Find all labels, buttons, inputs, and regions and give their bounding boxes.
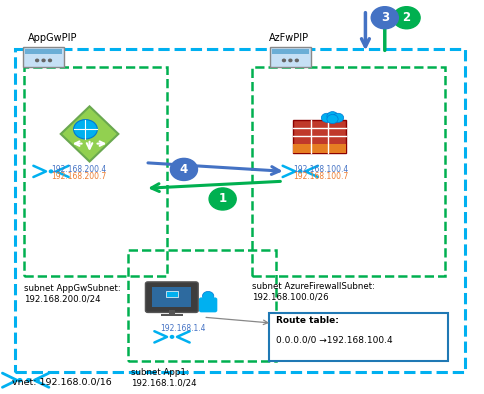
Circle shape <box>170 336 174 338</box>
Circle shape <box>202 292 214 301</box>
Circle shape <box>18 379 22 382</box>
Circle shape <box>170 158 197 180</box>
FancyBboxPatch shape <box>161 314 182 316</box>
Text: 192.168.200.7: 192.168.200.7 <box>51 172 106 181</box>
FancyBboxPatch shape <box>272 49 309 54</box>
Circle shape <box>289 59 292 61</box>
FancyBboxPatch shape <box>293 144 346 153</box>
Circle shape <box>35 379 39 382</box>
Text: 1: 1 <box>219 193 227 205</box>
Circle shape <box>321 113 333 123</box>
FancyBboxPatch shape <box>293 120 346 153</box>
Circle shape <box>283 59 286 61</box>
Circle shape <box>333 113 344 123</box>
Text: 192.168.200.4: 192.168.200.4 <box>51 165 106 174</box>
Text: 192.168.100.7: 192.168.100.7 <box>293 172 348 181</box>
Text: Route table:: Route table: <box>276 316 339 325</box>
Circle shape <box>393 7 420 29</box>
Circle shape <box>295 59 298 61</box>
FancyBboxPatch shape <box>199 297 217 312</box>
Circle shape <box>371 7 398 29</box>
Text: subnet AzureFirewallSubnet:
192.168.100.0/26: subnet AzureFirewallSubnet: 192.168.100.… <box>252 282 375 301</box>
Circle shape <box>36 59 39 61</box>
Circle shape <box>49 170 53 173</box>
Polygon shape <box>61 106 118 162</box>
Text: subnet App1:
192.168.1.0/24: subnet App1: 192.168.1.0/24 <box>131 368 197 388</box>
Circle shape <box>48 59 51 61</box>
Text: 192.168.100.4: 192.168.100.4 <box>293 165 348 174</box>
Text: 4: 4 <box>180 163 188 176</box>
Text: subnet AppGwSubnet:
192.168.200.0/24: subnet AppGwSubnet: 192.168.200.0/24 <box>24 284 121 303</box>
Circle shape <box>74 120 97 139</box>
FancyBboxPatch shape <box>23 47 64 67</box>
Circle shape <box>42 59 45 61</box>
FancyBboxPatch shape <box>269 313 448 361</box>
Text: 3: 3 <box>381 11 389 24</box>
Text: 0.0.0.0/0 →192.168.100.4: 0.0.0.0/0 →192.168.100.4 <box>276 335 393 344</box>
Text: vnet: 192.168.0.0/16: vnet: 192.168.0.0/16 <box>12 377 112 386</box>
FancyBboxPatch shape <box>25 49 62 54</box>
FancyBboxPatch shape <box>146 282 198 312</box>
Circle shape <box>27 379 30 382</box>
FancyBboxPatch shape <box>270 47 311 67</box>
Text: AppGwPIP: AppGwPIP <box>28 33 77 43</box>
FancyBboxPatch shape <box>168 310 175 315</box>
FancyBboxPatch shape <box>152 286 192 307</box>
Circle shape <box>327 112 338 121</box>
Polygon shape <box>166 291 178 297</box>
Text: AzFwPIP: AzFwPIP <box>269 33 309 43</box>
Circle shape <box>209 188 236 210</box>
Text: 2: 2 <box>403 11 410 24</box>
Text: 192.168.1.4: 192.168.1.4 <box>160 324 205 333</box>
Circle shape <box>299 170 302 173</box>
Circle shape <box>327 115 338 124</box>
